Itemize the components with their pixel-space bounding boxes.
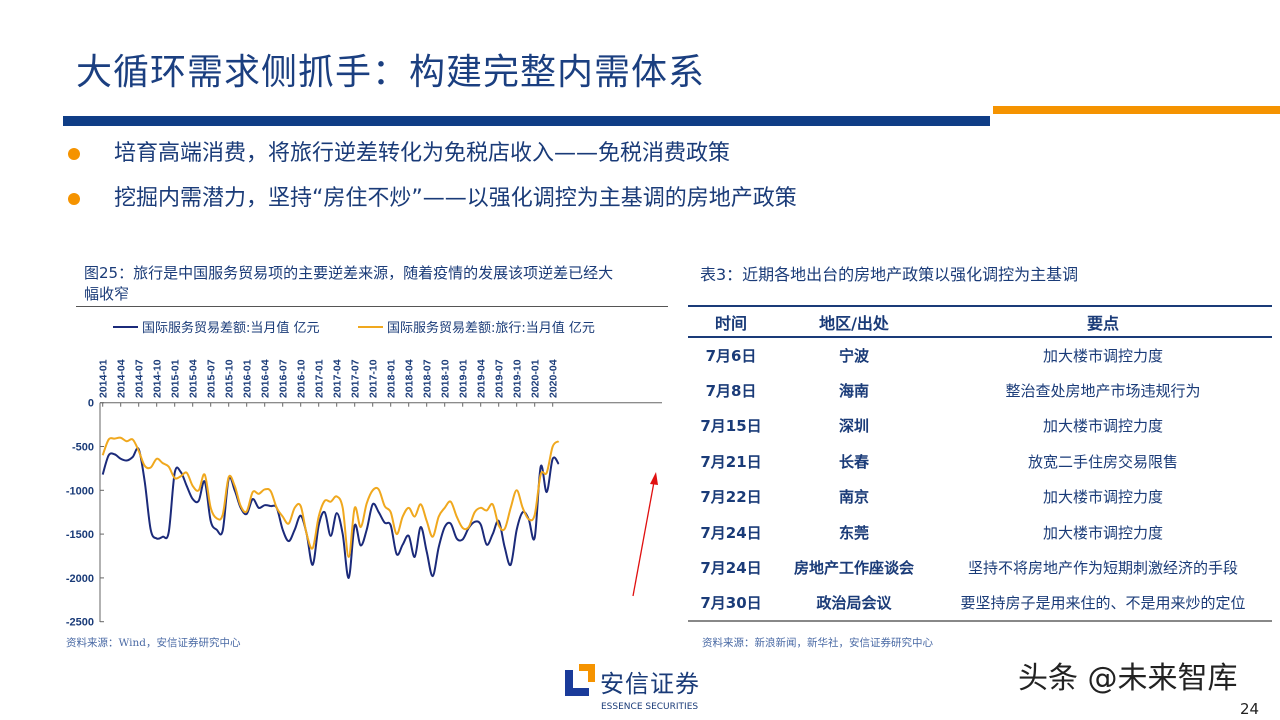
x-tick-label: 2017-04 [332, 359, 344, 398]
x-tick-label: 2014-04 [116, 359, 128, 398]
cell-region: 政治局会议 [816, 594, 892, 613]
series-line-total [101, 447, 560, 579]
header-region: 地区/出处 [774, 306, 934, 338]
x-tick-label: 2019-01 [458, 359, 470, 398]
bullet-item: 挖掘内需潜力，坚持“房住不炒”——以强化调控为主基调的房地产政策 [68, 185, 797, 213]
cell-time: 7月22日 [700, 488, 762, 507]
cell-time: 7月24日 [700, 523, 762, 542]
logo-text-en: ESSENCE SECURITIES [601, 702, 699, 712]
x-tick-label: 2020-04 [548, 359, 560, 398]
table-row: 7月24日 东莞 加大楼市调控力度 [688, 515, 1272, 551]
cell-region: 宁波 [838, 346, 869, 365]
x-tick-label: 2014-01 [98, 359, 110, 398]
table-row: 7月24日 房地产工作座谈会 坚持不将房地产作为短期刺激经济的手段 [688, 550, 1272, 586]
bullet-item: 培育高端消费，将旅行逆差转化为免税店收入——免税消费政策 [68, 140, 730, 168]
x-tick-label: 2015-10 [224, 359, 236, 398]
cell-time: 7月21日 [700, 452, 762, 471]
bullet-dot-icon [68, 193, 80, 205]
y-tick-label: 0 [88, 398, 94, 410]
cell-point: 加大楼市调控力度 [1042, 523, 1163, 542]
logo-text-cn: 安信证券 [600, 670, 700, 698]
cell-region: 南京 [838, 488, 869, 507]
legend-label: 国际服务贸易差额:当月值 亿元 [142, 320, 320, 336]
x-tick-label: 2016-07 [278, 359, 290, 398]
cell-time: 7月8日 [705, 381, 757, 400]
x-tick-label: 2017-07 [350, 359, 362, 398]
x-tick-label: 2017-10 [368, 359, 380, 398]
cell-time: 7月30日 [700, 594, 762, 613]
cell-time: 7月15日 [700, 417, 762, 436]
cell-region: 长春 [838, 452, 869, 471]
cell-point: 放宽二手住房交易限售 [1027, 452, 1178, 471]
x-tick-label: 2018-10 [440, 359, 452, 398]
x-tick-label: 2014-07 [134, 359, 146, 398]
y-tick-label: -1500 [66, 529, 94, 541]
x-tick-label: 2019-07 [494, 359, 506, 398]
cell-point: 加大楼市调控力度 [1042, 488, 1163, 507]
table-source: 资料来源：新浪新闻，新华社，安信证券研究中心 [702, 637, 933, 649]
x-tick-label: 2016-04 [260, 359, 272, 398]
header-time: 时间 [688, 306, 774, 338]
annotation-arrow [632, 481, 655, 597]
y-tick-label: -1000 [66, 485, 94, 497]
x-tick-label: 2015-04 [188, 359, 200, 398]
bullet-text: 培育高端消费，将旅行逆差转化为免税店收入——免税消费政策 [114, 141, 731, 166]
bullet-dot-icon [68, 148, 80, 160]
cell-point: 要坚持房子是用来住的、不是用来炒的定位 [960, 594, 1246, 613]
title-underline-navy [63, 116, 990, 126]
cell-point: 整治查处房地产市场违规行为 [1005, 381, 1201, 400]
legend-label: 国际服务贸易差额:旅行:当月值 亿元 [387, 320, 595, 336]
cell-point: 加大楼市调控力度 [1042, 346, 1163, 365]
essence-logo-icon [565, 664, 595, 696]
policy-table: 时间 地区/出处 要点 7月6日 宁波 加大楼市调控力度 7月8日 海南 整治查处房地产市… [688, 305, 1272, 622]
slide-title: 大循环需求侧抓手：构建完整内需体系 [76, 52, 706, 93]
x-tick-label: 2018-04 [404, 359, 416, 398]
x-tick-label: 2020-01 [530, 359, 542, 398]
x-tick-label: 2016-01 [242, 359, 254, 398]
series-line-travel [101, 436, 560, 558]
table-row: 7月8日 海南 整治查处房地产市场违规行为 [688, 373, 1272, 409]
x-tick-label: 2018-07 [422, 359, 434, 398]
table-row: 7月15日 深圳 加大楼市调控力度 [688, 408, 1272, 444]
header-points: 要点 [934, 306, 1272, 338]
table-title: 表3：近期各地出台的房地产政策以强化调控为主基调 [700, 265, 1079, 284]
table-row: 7月6日 宁波 加大楼市调控力度 [688, 337, 1272, 373]
cell-region: 海南 [838, 381, 869, 400]
cell-time: 7月24日 [700, 559, 762, 578]
x-tick-label: 2019-10 [512, 359, 524, 398]
table-row: 7月21日 长春 放宽二手住房交易限售 [688, 444, 1272, 480]
figure-caption: 图25：旅行是中国服务贸易项的主要逆差来源，随着疫情的发展该项逆差已经大幅收窄 [84, 264, 614, 303]
bullet-text: 挖掘内需潜力，坚持“房住不炒”——以强化调控为主基调的房地产政策 [114, 186, 797, 211]
annotation-arrowhead-icon [650, 472, 658, 485]
cell-region: 房地产工作座谈会 [793, 559, 914, 578]
cell-region: 东莞 [838, 523, 869, 542]
cell-point: 坚持不将房地产作为短期刺激经济的手段 [967, 559, 1238, 578]
cell-time: 7月6日 [705, 346, 757, 365]
table-row: 7月22日 南京 加大楼市调控力度 [688, 479, 1272, 515]
x-tick-label: 2016-10 [296, 359, 308, 398]
table-row: 7月30日 政治局会议 要坚持房子是用来住的、不是用来炒的定位 [688, 586, 1272, 622]
y-tick-label: -2000 [66, 573, 94, 585]
page-number: 24 [1240, 700, 1260, 718]
x-tick-label: 2015-01 [170, 359, 182, 398]
x-tick-label: 2018-01 [386, 359, 398, 398]
x-tick-label: 2017-01 [314, 359, 326, 398]
x-tick-label: 2015-07 [206, 359, 218, 398]
y-tick-label: -2500 [66, 617, 94, 629]
cell-point: 加大楼市调控力度 [1042, 417, 1163, 436]
figure-source: 资料来源：Wind，安信证券研究中心 [66, 637, 241, 649]
watermark: 头条 @未来智库 [1018, 661, 1238, 696]
x-tick-label: 2014-10 [152, 359, 164, 398]
cell-region: 深圳 [838, 417, 869, 436]
x-tick-label: 2019-04 [476, 359, 488, 398]
title-underline-orange [993, 106, 1280, 114]
y-tick-label: -500 [72, 442, 94, 454]
divider [76, 306, 668, 307]
